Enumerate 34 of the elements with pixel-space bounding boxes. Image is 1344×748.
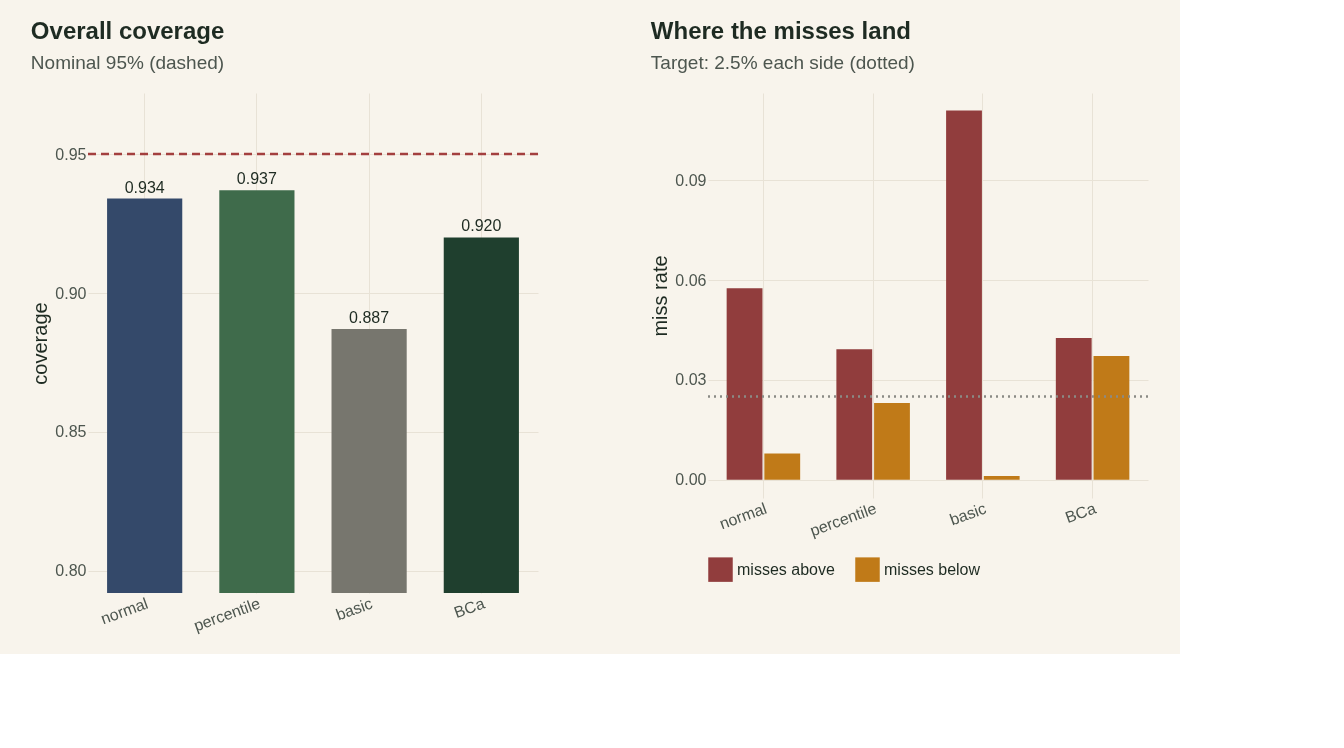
- data-label: 0.937: [236, 170, 278, 188]
- x-tick-label: normal: [98, 594, 151, 628]
- y-tick-label: 0.09: [675, 171, 707, 189]
- legend-label: misses below: [884, 560, 981, 578]
- y-tick-label: 0.06: [675, 271, 707, 289]
- y-tick-label: 0.85: [55, 423, 87, 441]
- x-tick-label: normal: [717, 499, 769, 533]
- bar: [983, 476, 1020, 480]
- data-label: 0.887: [349, 309, 390, 327]
- bar: [1093, 356, 1130, 480]
- y-tick-label: 0.80: [55, 562, 87, 580]
- x-tick-label: basic: [333, 594, 375, 624]
- y-axis-title: miss rate: [649, 255, 672, 337]
- bar: [874, 402, 910, 480]
- y-tick-label: 0.95: [55, 145, 87, 163]
- legend-label: misses above: [737, 560, 835, 578]
- x-tick-label: BCa: [1063, 499, 1099, 527]
- chart-title: Where the misses land: [650, 17, 911, 44]
- bar: [836, 349, 873, 480]
- y-tick-label: 0.90: [55, 284, 87, 302]
- chart-title: Overall coverage: [30, 17, 225, 44]
- bar: [946, 110, 982, 480]
- chart-subtitle: Target: 2.5% each side (dotted): [650, 52, 915, 73]
- x-tick-label: basic: [947, 499, 989, 529]
- chart-subtitle: Nominal 95% (dashed): [30, 52, 225, 73]
- data-label: 0.934: [124, 178, 165, 196]
- y-tick-label: 0.03: [675, 371, 707, 389]
- bar: [1055, 338, 1092, 480]
- x-tick-label: BCa: [451, 594, 487, 622]
- y-tick-label: 0.00: [675, 471, 707, 489]
- bar: [726, 288, 763, 480]
- bar: [764, 453, 801, 480]
- data-label: 0.920: [461, 217, 502, 235]
- y-axis-title: coverage: [29, 302, 52, 385]
